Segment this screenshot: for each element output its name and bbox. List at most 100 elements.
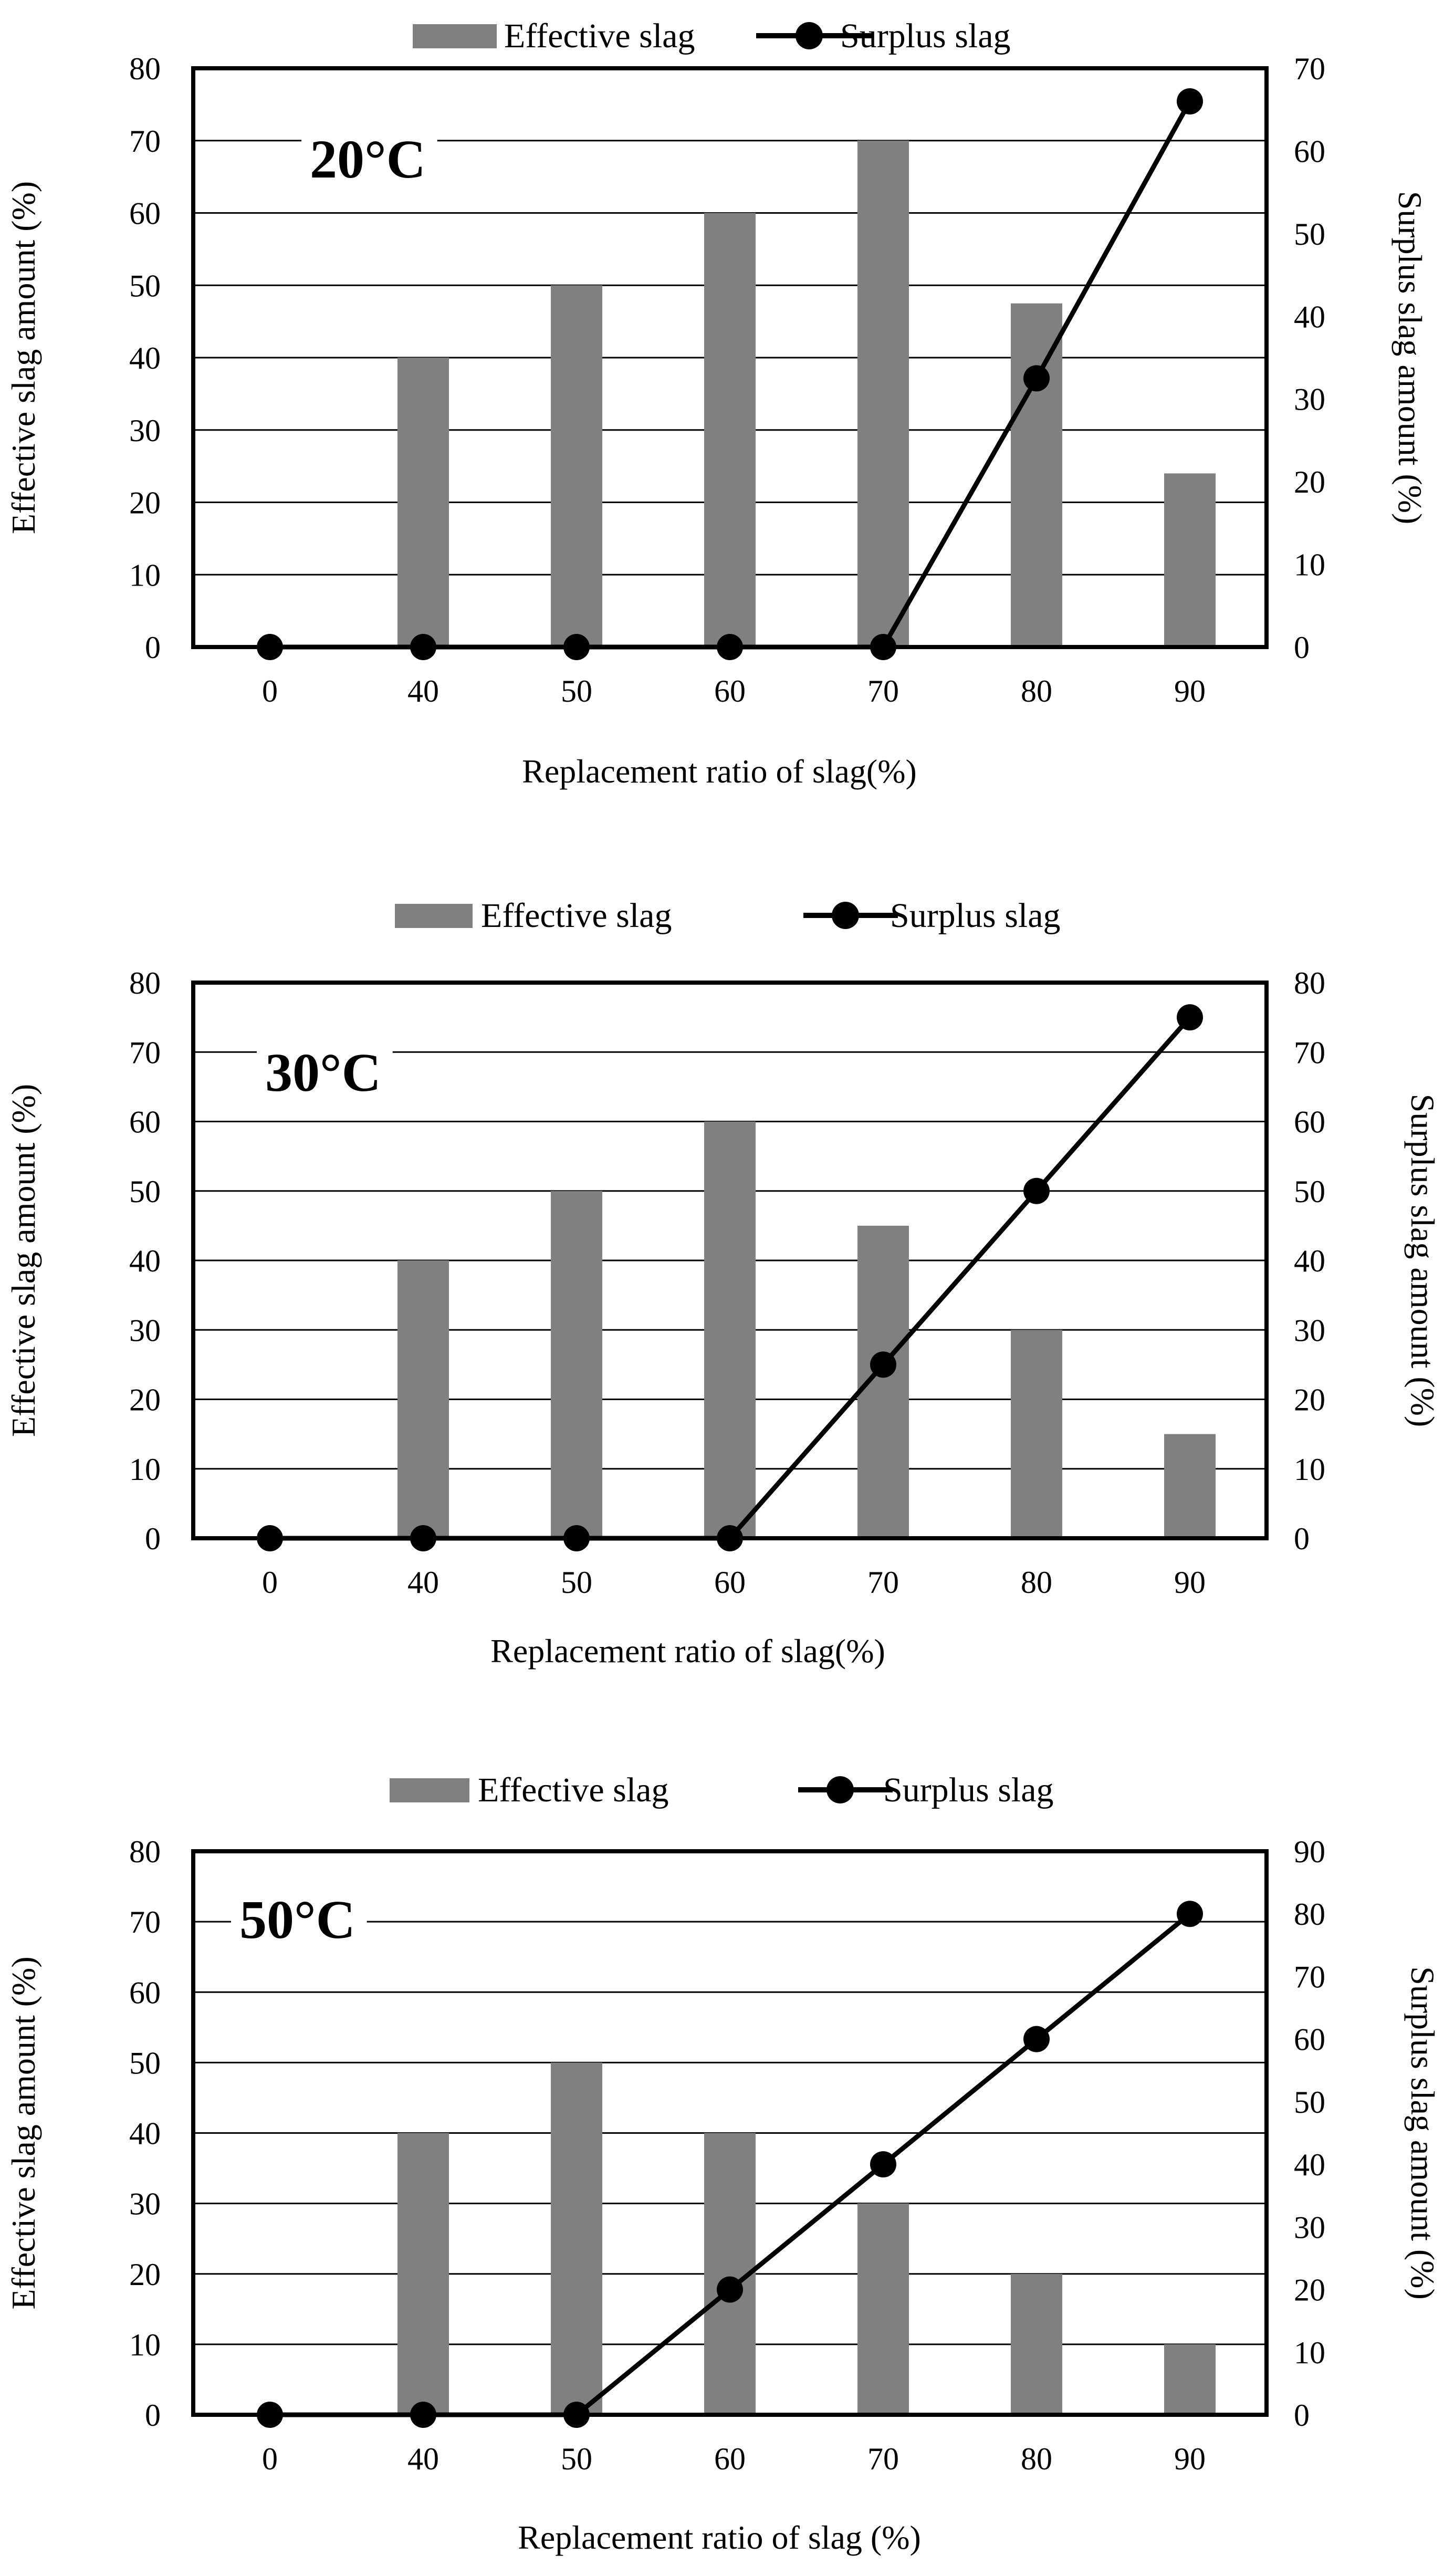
y-left-tick-label: 10	[129, 1452, 161, 1487]
y-left-tick-label: 60	[129, 1105, 161, 1140]
plot-frame	[191, 66, 1269, 649]
x-tick-label: 70	[867, 1565, 899, 1600]
y-left-tick-label: 40	[129, 341, 161, 376]
y-left-tick-label: 80	[129, 966, 161, 1000]
chart-panel-3: 50°C 0 10 20 30 40 50 60 70 80 0 10 20 30 40 50 60 70 80 90…	[5, 1771, 1441, 2556]
y-left-tick-label: 0	[145, 1521, 161, 1556]
legend-label-effective-slag: Effective slag	[481, 896, 672, 935]
x-tick-label: 80	[1021, 2442, 1052, 2476]
y-right-tick-label: 0	[1294, 2398, 1310, 2433]
y-right-tick-label: 30	[1294, 2210, 1325, 2245]
y-right-tick-label: 20	[1294, 1383, 1325, 1417]
x-tick-label: 50	[561, 1565, 592, 1600]
y-right-tick-label: 20	[1294, 2273, 1325, 2308]
y-right-tick-label: 40	[1294, 2147, 1325, 2182]
y-right-tick-label: 10	[1294, 2335, 1325, 2370]
y-left-tick-label: 30	[129, 2187, 161, 2222]
y-left-tick-label: 60	[129, 1975, 161, 2010]
panel-label-background	[257, 1040, 393, 1105]
y-left-tick-label: 80	[129, 51, 161, 86]
plot-frame	[191, 981, 1269, 1540]
x-tick-label: 60	[714, 1565, 746, 1600]
legend-swatch-surplus-slag-marker	[826, 1776, 854, 1803]
y-left-tick-label: 70	[129, 1035, 161, 1070]
legend-swatch-effective-slag	[390, 1778, 469, 1802]
panel-label: 20°C	[310, 129, 426, 190]
y-right-tick-label: 0	[1294, 630, 1310, 665]
bar-effective-slag	[1164, 1434, 1216, 1538]
legend-label-surplus-slag: Surplus slag	[883, 1771, 1054, 1809]
marker-surplus-slag	[1177, 1004, 1203, 1031]
x-tick-label: 0	[262, 1565, 278, 1600]
y-left-tick-label: 0	[145, 630, 161, 665]
x-tick-label: 80	[1021, 674, 1052, 708]
x-tick-label: 90	[1174, 1565, 1206, 1600]
y-right-tick-label: 50	[1294, 1174, 1325, 1209]
y-left-tick-label: 60	[129, 196, 161, 231]
y-right-tick-label: 70	[1294, 51, 1325, 86]
y-right-tick-label: 30	[1294, 1313, 1325, 1348]
y-right-tick-label: 80	[1294, 966, 1325, 1000]
y-right-tick-label: 10	[1294, 1452, 1325, 1487]
legend-swatch-surplus-slag-marker	[832, 902, 859, 929]
legend: Effective slag Surplus slag	[395, 896, 1061, 935]
bar-effective-slag	[551, 285, 602, 647]
y-left-tick-label: 50	[129, 2046, 161, 2080]
legend-swatch-effective-slag	[395, 904, 473, 928]
y-left-tick-label: 70	[129, 1905, 161, 1939]
chart-panel-2: 30°C 0 10 20 30 40 50 60 70 80 0 10 20 30 40 50 60 70 80 0 4…	[5, 896, 1441, 1670]
y-right-axis-title: Surplus slag amount (%)	[1404, 1094, 1441, 1427]
marker-surplus-slag	[1023, 365, 1050, 392]
legend: Effective slag Surplus slag	[390, 1771, 1054, 1809]
y-left-axis-title: Effective slag amount (%)	[5, 1956, 42, 2309]
bar-effective-slag	[704, 1121, 756, 1538]
panel-label: 30°C	[265, 1042, 381, 1103]
x-tick-label: 60	[714, 2442, 746, 2476]
bar-effective-slag	[857, 2203, 909, 2415]
x-tick-label: 60	[714, 674, 746, 708]
y-left-tick-label: 50	[129, 1174, 161, 1209]
x-tick-label: 90	[1174, 2442, 1206, 2476]
y-right-tick-label: 40	[1294, 1244, 1325, 1278]
x-axis-title: Replacement ratio of slag (%)	[518, 2519, 921, 2556]
bar-effective-slag	[1011, 2273, 1062, 2415]
y-right-tick-label: 0	[1294, 1521, 1310, 1556]
legend-label-effective-slag: Effective slag	[504, 17, 695, 55]
marker-surplus-slag	[717, 2276, 743, 2303]
legend: Effective slag Surplus slag	[413, 17, 1011, 55]
x-tick-label: 80	[1021, 1565, 1052, 1600]
panel-label-background	[231, 1887, 367, 1952]
y-right-tick-label: 20	[1294, 465, 1325, 499]
x-tick-label: 50	[561, 2442, 592, 2476]
x-tick-label: 70	[867, 2442, 899, 2476]
y-left-tick-label: 0	[145, 2398, 161, 2433]
bar-effective-slag	[1164, 2344, 1216, 2415]
y-right-tick-label: 50	[1294, 2085, 1325, 2120]
y-right-tick-label: 80	[1294, 1897, 1325, 1932]
bar-effective-slag	[1011, 1330, 1062, 1538]
panel-label-background	[301, 127, 437, 192]
bar-effective-slag	[551, 2062, 602, 2415]
marker-surplus-slag	[1177, 1901, 1203, 1927]
y-left-tick-label: 30	[129, 1313, 161, 1348]
y-left-tick-label: 20	[129, 2257, 161, 2292]
y-left-tick-label: 80	[129, 1834, 161, 1869]
legend-label-surplus-slag: Surplus slag	[890, 896, 1061, 935]
x-tick-label: 40	[407, 674, 439, 708]
x-tick-label: 40	[407, 2442, 439, 2476]
bar-effective-slag	[397, 358, 449, 647]
y-right-tick-label: 60	[1294, 134, 1325, 169]
marker-surplus-slag	[1023, 2026, 1050, 2052]
y-left-tick-label: 40	[129, 1244, 161, 1278]
x-tick-label: 50	[561, 674, 592, 708]
x-axis-title: Replacement ratio of slag(%)	[490, 1632, 885, 1670]
x-tick-label: 70	[867, 674, 899, 708]
legend-swatch-surplus-slag-marker	[796, 22, 823, 49]
y-left-tick-label: 10	[129, 2328, 161, 2362]
x-axis-title: Replacement ratio of slag(%)	[522, 753, 917, 790]
y-left-tick-label: 20	[129, 1383, 161, 1417]
marker-surplus-slag	[870, 2151, 896, 2178]
y-right-tick-label: 40	[1294, 299, 1325, 334]
y-left-tick-label: 20	[129, 486, 161, 520]
